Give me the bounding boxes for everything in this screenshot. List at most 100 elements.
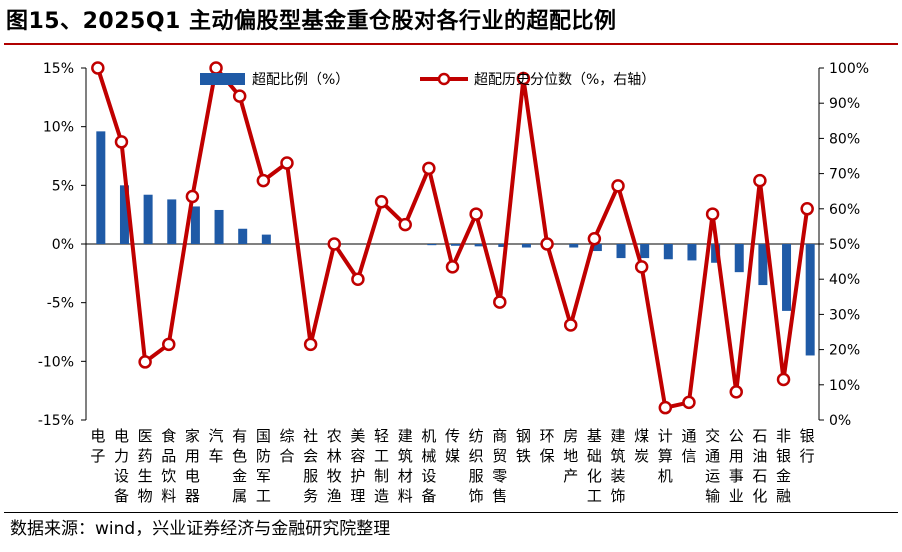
category-label: 石油石化 <box>752 427 767 505</box>
y-right-tick-label: 60% <box>829 202 860 218</box>
line-point <box>351 272 365 286</box>
title-divider <box>4 43 898 45</box>
bar <box>238 228 248 244</box>
bar <box>592 244 602 252</box>
line-point <box>729 385 743 399</box>
y-left-tick-label: 0% <box>52 237 74 253</box>
bar <box>474 244 484 247</box>
category-label: 有色金属 <box>232 427 247 505</box>
category-label: 环保 <box>540 427 555 465</box>
bar <box>498 244 508 247</box>
source-note: 数据来源：wind，兴业证券经济与金融研究院整理 <box>10 519 391 539</box>
y-right-tick-label: 70% <box>829 167 860 183</box>
legend-line-label: 超配历史分位数（%，右轴） <box>474 72 655 88</box>
bar <box>640 244 650 259</box>
category-label: 计算机 <box>658 427 673 485</box>
y-left-tick-label: 10% <box>43 120 74 136</box>
series-line <box>95 66 810 410</box>
category-label: 轻工制造 <box>374 427 389 505</box>
line-point <box>303 337 318 352</box>
line-point <box>374 195 389 209</box>
bar <box>734 244 744 273</box>
line-point <box>398 217 412 232</box>
y-right-tick-label: 50% <box>829 237 860 253</box>
bar <box>521 244 531 248</box>
category-label: 建筑装饰 <box>611 427 626 505</box>
y-right-tick-label: 20% <box>829 343 860 359</box>
y-left-tick-label: -10% <box>38 354 74 370</box>
y-right-tick-label: 90% <box>829 96 860 112</box>
bar <box>758 244 768 286</box>
line-point <box>611 179 625 193</box>
y-right-tick-label: 80% <box>829 131 860 147</box>
bar <box>190 206 200 244</box>
bar <box>96 131 106 244</box>
category-label: 社会服务 <box>303 427 318 505</box>
y-left-tick-label: -5% <box>47 296 74 312</box>
category-label: 银行 <box>800 427 815 465</box>
bar <box>143 194 153 244</box>
line-point <box>256 173 271 188</box>
line-point <box>445 260 460 274</box>
bar <box>782 244 792 311</box>
bar <box>167 199 177 244</box>
bar <box>214 209 224 244</box>
line-point <box>280 156 294 170</box>
category-label: 医药生物 <box>138 427 153 505</box>
line-point <box>753 173 767 188</box>
bar <box>711 244 721 263</box>
line-point <box>162 337 176 352</box>
source-divider <box>4 512 898 513</box>
line-point <box>563 318 578 332</box>
category-label: 电子 <box>90 427 105 465</box>
line-point <box>540 237 554 251</box>
line-point <box>516 71 531 86</box>
category-label: 农林牧渔 <box>327 427 342 505</box>
category-label: 国防军工 <box>256 427 271 505</box>
bar <box>427 244 437 246</box>
line-point <box>185 189 200 204</box>
category-label: 家用电器 <box>185 427 200 505</box>
bar <box>616 244 626 259</box>
legend-line-marker <box>437 72 451 86</box>
category-label: 钢铁 <box>516 427 531 465</box>
category-label: 公用事业 <box>729 427 744 505</box>
line-point <box>634 260 649 274</box>
bar <box>805 244 815 356</box>
line-point <box>493 295 507 309</box>
y-right-tick-label: 100% <box>829 61 869 77</box>
category-label: 非银金融 <box>776 427 791 505</box>
y-right-tick-label: 0% <box>829 413 851 429</box>
line-point <box>705 207 720 221</box>
category-label: 机械设备 <box>421 427 436 505</box>
line-point <box>91 61 105 75</box>
bar <box>687 244 697 261</box>
bar <box>663 244 673 260</box>
line-point <box>327 237 342 251</box>
y-left-tick-label: 5% <box>52 178 74 194</box>
legend-bar-label: 超配比例（%） <box>252 72 349 88</box>
category-label: 电力设备 <box>114 427 129 505</box>
line-point <box>232 89 247 103</box>
chart-title: 图15、2025Q1 主动偏股型基金重仓股对各行业的超配比例 <box>6 9 617 34</box>
line-point <box>682 395 696 410</box>
y-right-tick-label: 30% <box>829 307 860 323</box>
category-label: 房地产 <box>563 427 578 485</box>
line-point <box>587 231 602 246</box>
bar <box>261 234 271 244</box>
category-label: 食品饮料 <box>161 427 176 505</box>
line-point <box>209 61 223 75</box>
line-point <box>114 135 129 149</box>
line-point <box>469 207 483 221</box>
line-point <box>658 400 673 415</box>
y-left-tick-label: 15% <box>43 61 74 77</box>
category-label: 商贸零售 <box>492 427 507 505</box>
category-label: 煤炭 <box>634 427 649 465</box>
category-label: 美容护理 <box>350 427 365 505</box>
line-point <box>138 355 152 369</box>
y-right-tick-label: 10% <box>829 378 860 394</box>
line-point <box>422 161 436 176</box>
category-label: 通信 <box>681 427 696 465</box>
bar <box>569 244 579 248</box>
line-point <box>776 372 791 387</box>
